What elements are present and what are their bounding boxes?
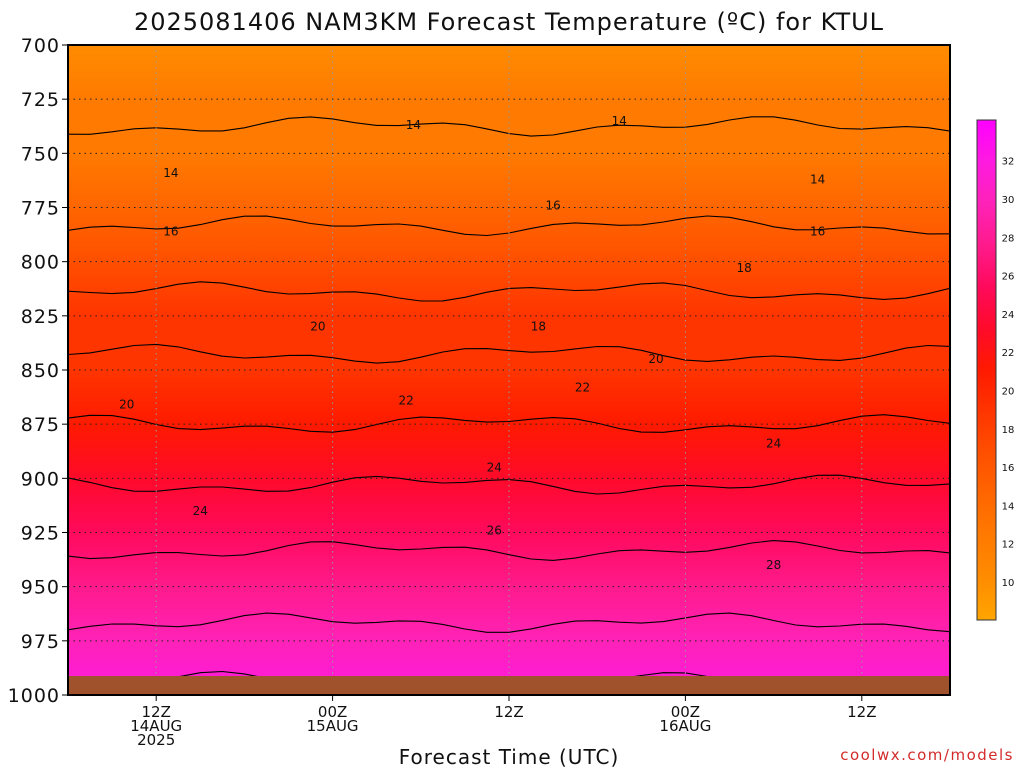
colorbar-label-10: 10: [1002, 578, 1015, 589]
contour-label-1: 14: [612, 114, 627, 128]
x-tick-label: 2025: [137, 731, 175, 749]
x-tick-label: 00Z: [671, 703, 700, 721]
x-tick-label: 15AUG: [307, 717, 359, 735]
contour-label-17: 26: [487, 523, 502, 537]
contour-label-4: 16: [545, 198, 560, 212]
x-tick-label: 12Z: [142, 703, 171, 721]
colorbar-label-18: 18: [1002, 425, 1015, 436]
colorbar-label-20: 20: [1002, 387, 1015, 398]
y-tick-label: 850: [21, 360, 60, 382]
y-tick-label: 900: [21, 468, 60, 490]
isotherm-28: [68, 612, 950, 633]
contour-label-5: 16: [163, 224, 178, 238]
colorbar-labels: 10 12 14 16 18 20 22 24 26 28 30 32: [1002, 157, 1015, 589]
colorbar-label-12: 12: [1002, 540, 1015, 551]
warm-core-day1: [185, 615, 485, 695]
terrain-band: [68, 676, 950, 695]
credit-text: coolwx.com/models: [840, 746, 1014, 764]
contour-label-11: 20: [119, 398, 134, 412]
x-tick-label: 12Z: [494, 703, 523, 721]
plot-area: 14 14 14 14 16 16 16 18 18 20 20 20 22 22 24 24 24 26 28: [68, 45, 950, 695]
colorbar: 10 12 14 16 18 20 22 24 26 28 30 32: [976, 119, 1015, 621]
y-tick-label: 1000: [8, 685, 60, 707]
contour-label-15: 24: [766, 437, 781, 451]
colorbar-label-16: 16: [1002, 463, 1015, 474]
colorbar-label-26: 26: [1002, 272, 1015, 283]
y-tick-label: 975: [21, 631, 60, 653]
colorbar-label-28: 28: [1002, 233, 1015, 244]
contour-label-7: 18: [737, 261, 752, 275]
y-tick-label: 750: [21, 143, 60, 165]
y-tick-label: 950: [21, 577, 60, 599]
x-tick-label: 16AUG: [659, 717, 711, 735]
contour-label-2: 14: [163, 166, 178, 180]
y-axis: 700 725 750 775 800 825 850 875 900 925 950 975 1000: [8, 35, 68, 707]
isotherm-20: [68, 343, 950, 364]
isotherm-22: [68, 414, 950, 433]
colorbar-label-32: 32: [1002, 157, 1015, 168]
contour-label-3: 14: [810, 172, 825, 186]
contour-label-9: 20: [310, 320, 325, 334]
isotherm-26: [68, 540, 950, 561]
colorbar-label-14: 14: [1002, 501, 1015, 512]
x-tick-label: 00Z: [318, 703, 347, 721]
colorbar-label-22: 22: [1002, 348, 1015, 359]
y-tick-label: 800: [21, 252, 60, 274]
colorbar-label-30: 30: [1002, 195, 1015, 206]
colorbar-label-24: 24: [1002, 310, 1015, 321]
y-tick-label: 700: [21, 35, 60, 57]
y-tick-label: 875: [21, 414, 60, 436]
y-tick-label: 725: [21, 89, 60, 111]
y-tick-label: 925: [21, 523, 60, 545]
y-tick-label: 825: [21, 306, 60, 328]
contour-label-18: 28: [766, 558, 781, 572]
contour-labels: 14 14 14 14 16 16 16 18 18 20 20 20 22 22 24 24 24 26 28: [119, 114, 825, 572]
contour-label-6: 16: [810, 224, 825, 238]
contour-lines: [68, 116, 950, 692]
contour-label-16: 24: [193, 504, 208, 518]
x-tick-label: 14AUG: [130, 717, 182, 735]
contour-label-13: 22: [575, 380, 590, 394]
chart-title: 2025081406 NAM3KM Forecast Temperature (…: [134, 8, 884, 36]
contour-label-12: 22: [398, 393, 413, 407]
x-tick-label: 12Z: [847, 703, 876, 721]
contour-label-0: 14: [406, 118, 421, 132]
colorbar-ramp: [976, 119, 997, 621]
y-tick-label: 775: [21, 198, 60, 220]
grid-lines: [68, 45, 950, 695]
warm-core-day2: [510, 605, 790, 695]
contour-label-14: 24: [487, 461, 502, 475]
x-axis-label: Forecast Time (UTC): [399, 745, 620, 768]
contour-label-8: 18: [531, 320, 546, 334]
contour-label-10: 20: [648, 352, 663, 366]
